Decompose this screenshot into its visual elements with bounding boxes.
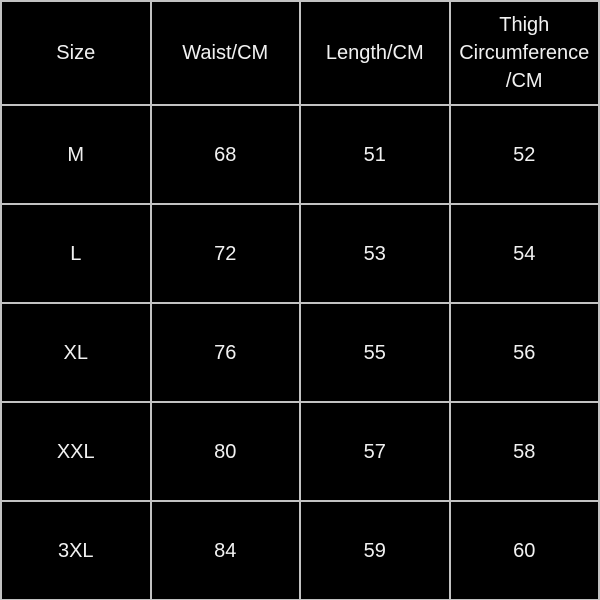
cell-length: 51 — [299, 104, 451, 205]
cell-length: 55 — [299, 302, 451, 403]
table-row-xl: XL 76 55 56 — [0, 302, 600, 403]
header-cell-waist: Waist/CM — [149, 0, 301, 106]
header-cell-size: Size — [0, 0, 152, 106]
cell-size: L — [0, 203, 152, 304]
cell-thigh: 58 — [448, 401, 600, 502]
table-row-l: L 72 53 54 — [0, 203, 600, 304]
table-row-xxl: XXL 80 57 58 — [0, 401, 600, 502]
cell-size: M — [0, 104, 152, 205]
header-cell-thigh: Thigh Circumference/CM — [448, 0, 600, 106]
cell-thigh: 60 — [448, 500, 600, 600]
table-row-m: M 68 51 52 — [0, 104, 600, 205]
header-row: Size Waist/CM Length/CM Thigh Circumfere… — [0, 0, 600, 106]
cell-size: 3XL — [0, 500, 152, 600]
cell-size: XL — [0, 302, 152, 403]
cell-waist: 72 — [149, 203, 301, 304]
cell-size: XXL — [0, 401, 152, 502]
cell-thigh: 54 — [448, 203, 600, 304]
cell-length: 53 — [299, 203, 451, 304]
header-cell-length: Length/CM — [299, 0, 451, 106]
cell-length: 59 — [299, 500, 451, 600]
cell-waist: 84 — [149, 500, 301, 600]
table-row-3xl: 3XL 84 59 60 — [0, 500, 600, 600]
cell-thigh: 56 — [448, 302, 600, 403]
cell-waist: 80 — [149, 401, 301, 502]
cell-waist: 68 — [149, 104, 301, 205]
cell-waist: 76 — [149, 302, 301, 403]
cell-thigh: 52 — [448, 104, 600, 205]
cell-length: 57 — [299, 401, 451, 502]
